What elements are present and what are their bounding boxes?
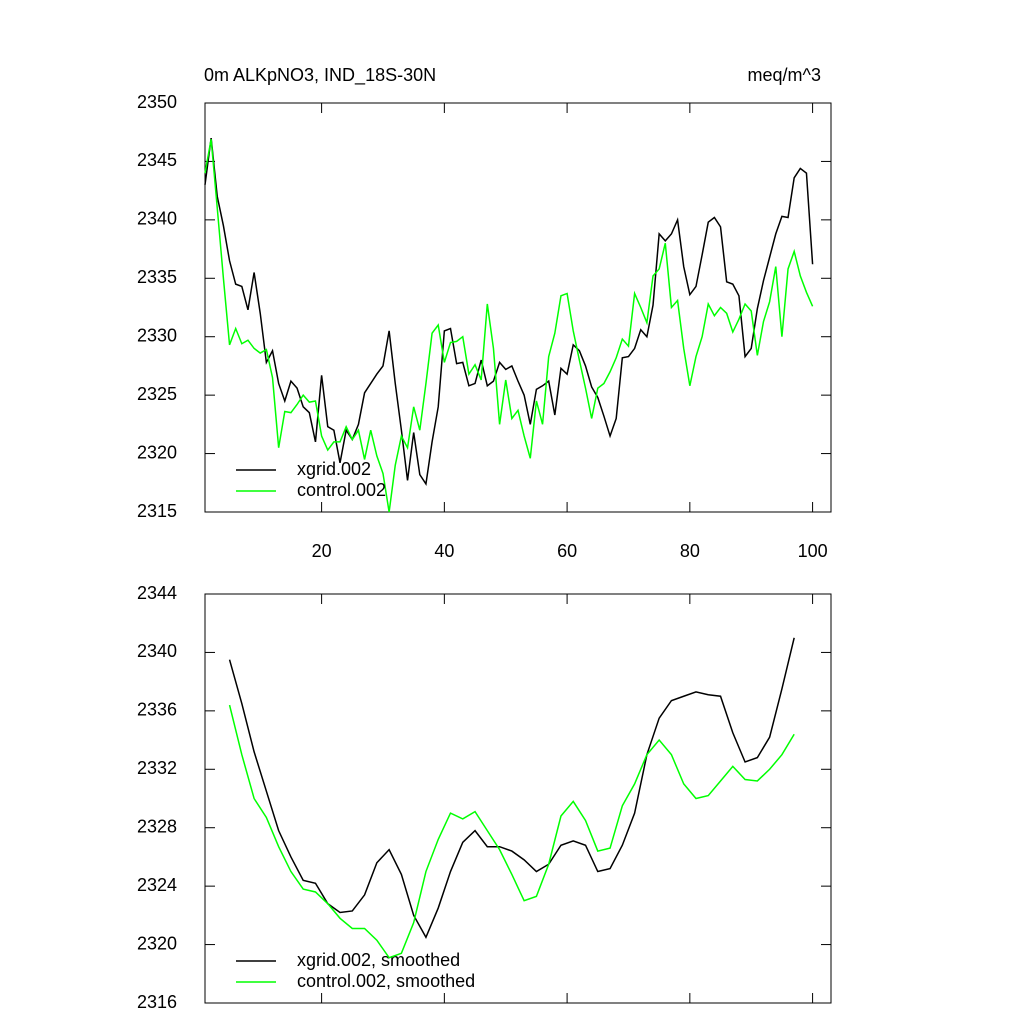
y-tick-label: 2345 — [137, 150, 177, 170]
legend-label: control.002 — [297, 480, 386, 500]
y-tick-label: 2336 — [137, 700, 177, 720]
series-line — [204, 139, 814, 513]
y-tick-label: 2340 — [137, 641, 177, 661]
y-tick-label: 2350 — [137, 92, 177, 112]
y-tick-label: 2316 — [137, 992, 177, 1012]
y-tick-label: 2344 — [137, 583, 177, 603]
plot-frame — [204, 593, 832, 1004]
x-tick-label: 20 — [312, 541, 332, 561]
y-tick-label: 2320 — [137, 933, 177, 953]
chart-title: 0m ALKpNO3, IND_18S-30N — [204, 65, 436, 86]
legend-label: xgrid.002, smoothed — [297, 950, 460, 970]
plot-frame — [204, 102, 832, 513]
y-tick-label: 2315 — [137, 501, 177, 521]
y-tick-label: 2324 — [137, 875, 177, 895]
y-tick-label: 2340 — [137, 209, 177, 229]
y-tick-label: 2320 — [137, 442, 177, 462]
series-line — [228, 704, 795, 959]
y-tick-label: 2330 — [137, 325, 177, 345]
units-label: meq/m^3 — [748, 65, 821, 85]
legend-label: control.002, smoothed — [297, 971, 475, 991]
x-tick-label: 40 — [434, 541, 454, 561]
legend-label: xgrid.002 — [297, 459, 371, 479]
x-tick-label: 60 — [557, 541, 577, 561]
series-line — [228, 637, 795, 939]
y-tick-label: 2335 — [137, 267, 177, 287]
series-line — [204, 137, 814, 487]
x-tick-label: 100 — [798, 541, 828, 561]
y-tick-label: 2328 — [137, 816, 177, 836]
y-tick-label: 2332 — [137, 758, 177, 778]
x-tick-label: 80 — [680, 541, 700, 561]
y-tick-label: 2325 — [137, 384, 177, 404]
